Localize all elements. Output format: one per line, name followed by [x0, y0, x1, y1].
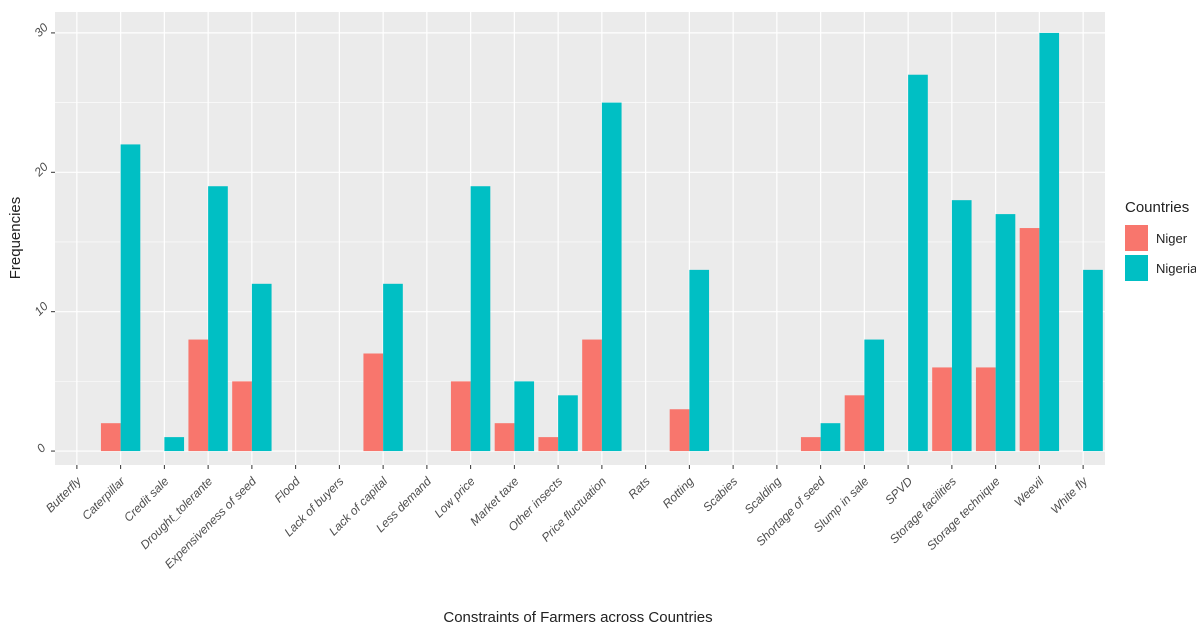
y-tick-label: 30 — [31, 20, 51, 40]
bar-nigeria-4 — [251, 283, 272, 452]
y-tick-label: 0 — [34, 441, 49, 456]
y-tick-label: 10 — [31, 299, 51, 319]
bar-nigeria-23 — [1083, 269, 1103, 452]
bar-niger-3 — [188, 339, 209, 452]
x-tick-label: Storage technique — [924, 474, 1003, 553]
bar-niger-17 — [800, 437, 821, 452]
bar-nigeria-19 — [908, 74, 928, 452]
bar-nigeria-3 — [208, 186, 228, 452]
legend-title: Countries — [1125, 199, 1189, 216]
bar-niger-1 — [100, 423, 121, 452]
bar-niger-7 — [363, 353, 384, 452]
bar-niger-18 — [844, 395, 865, 452]
bar-nigeria-18 — [864, 339, 885, 452]
bar-nigeria-22 — [1039, 32, 1060, 452]
x-tick-label: Rotting — [660, 474, 697, 511]
x-tick-label: Butterfly — [43, 474, 85, 516]
legend-key-niger — [1125, 225, 1148, 251]
bar-nigeria-14 — [689, 269, 710, 452]
bar-niger-9 — [450, 381, 471, 452]
bar-niger-12 — [582, 339, 602, 452]
bar-nigeria-12 — [601, 102, 622, 452]
y-axis-title: Frequencies — [7, 197, 24, 280]
legend-label-niger: Niger — [1156, 231, 1188, 246]
x-axis-title: Constraints of Farmers across Countries — [443, 609, 712, 626]
bar-niger-21 — [975, 367, 996, 452]
bar-nigeria-20 — [951, 200, 972, 452]
bar-nigeria-11 — [558, 395, 578, 452]
bar-nigeria-17 — [820, 423, 841, 452]
x-tick-label: Scabies — [700, 474, 740, 514]
bar-nigeria-10 — [514, 381, 535, 452]
bars — [100, 32, 1103, 452]
x-tick-label: Flood — [272, 474, 303, 505]
bar-nigeria-21 — [995, 214, 1016, 452]
bar-niger-11 — [538, 437, 559, 452]
x-tick-label: White fly — [1048, 474, 1091, 517]
bar-niger-10 — [494, 423, 515, 452]
grid-minor — [55, 102, 1105, 382]
x-tick-label: Scalding — [742, 474, 785, 517]
x-tick-label: Weevil — [1011, 474, 1046, 509]
x-tick-label: Rats — [625, 474, 652, 501]
bar-niger-4 — [232, 381, 252, 452]
y-axis: 0 10 20 30 — [31, 20, 55, 456]
legend: Countries Niger Nigeria — [1125, 199, 1196, 281]
plot-panel — [55, 12, 1105, 465]
bar-niger-22 — [1019, 228, 1040, 452]
x-tick-label: SPVD — [882, 474, 915, 507]
bar-nigeria-2 — [164, 437, 185, 452]
bar-nigeria-1 — [120, 144, 141, 452]
bar-niger-14 — [669, 409, 690, 452]
y-tick-label: 20 — [31, 160, 51, 180]
bar-nigeria-9 — [470, 186, 491, 452]
legend-label-nigeria: Nigeria — [1156, 261, 1196, 276]
bar-niger-20 — [932, 367, 952, 452]
legend-key-nigeria — [1125, 255, 1148, 281]
bar-nigeria-7 — [383, 283, 403, 452]
